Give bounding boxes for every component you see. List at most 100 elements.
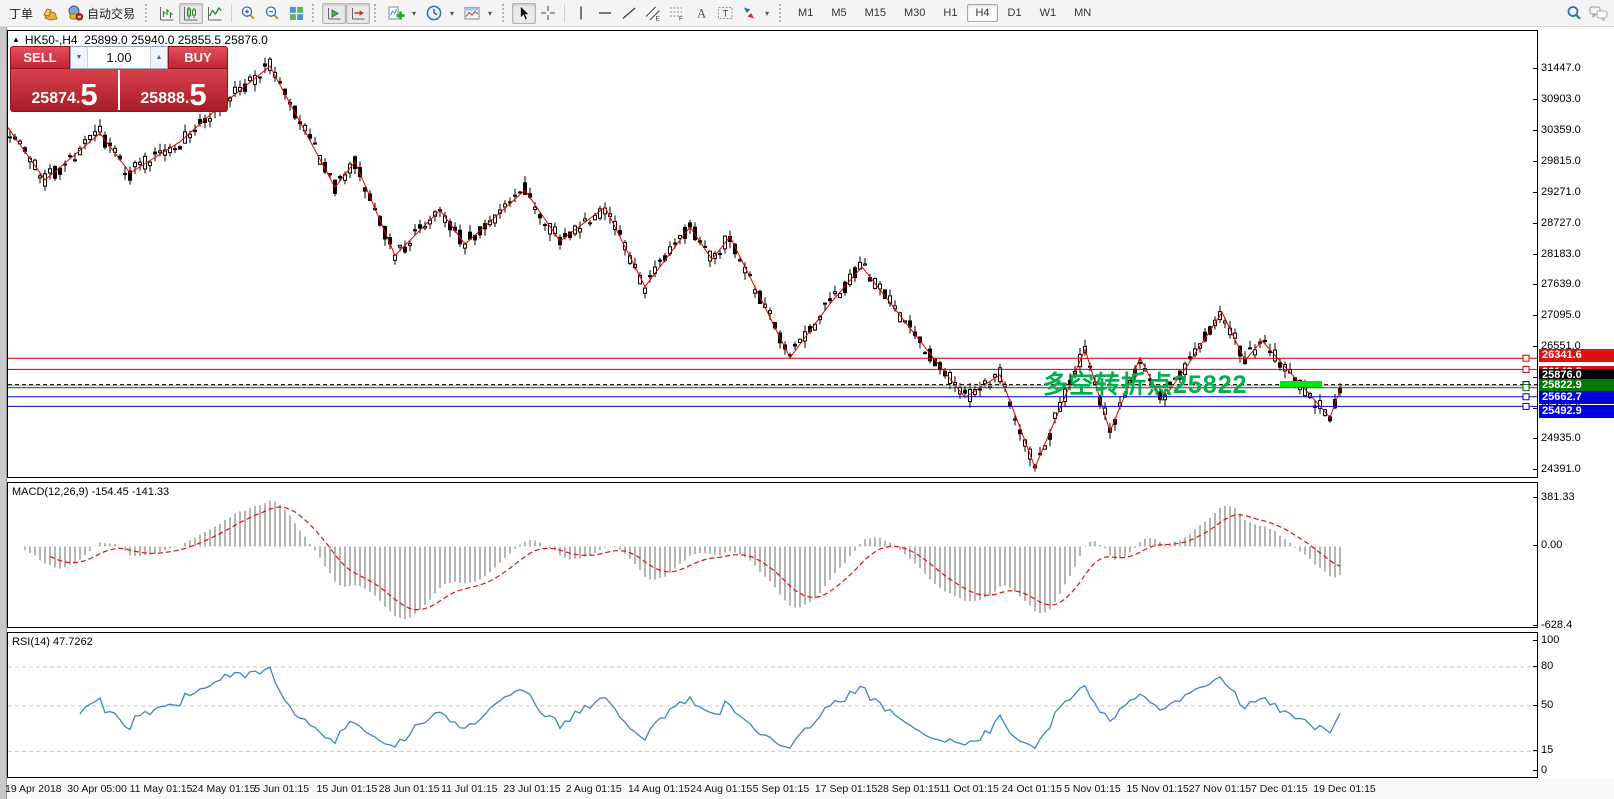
timeframe-m1[interactable]: M1 (790, 4, 821, 22)
orders-button[interactable]: 丁单 (3, 3, 39, 24)
level-handle[interactable] (1522, 384, 1530, 392)
toolbar-grip (779, 4, 783, 22)
vertical-line-icon[interactable] (569, 3, 593, 24)
cursor-icon[interactable] (512, 2, 537, 24)
svg-text:A: A (697, 7, 706, 21)
zigzag-line[interactable] (8, 65, 1343, 469)
bar-chart-icon[interactable] (155, 3, 179, 24)
date-axis-label: 27 Nov 01:15 (1188, 783, 1252, 795)
level-handle[interactable] (1522, 402, 1530, 410)
text-icon[interactable]: A (689, 3, 713, 24)
rsi-chart[interactable] (8, 633, 1537, 777)
symbol-period: HK50-,H4 (24, 33, 78, 47)
highlight-bar[interactable] (1280, 381, 1322, 387)
date-axis-label: 11 Jul 01:15 (441, 783, 498, 795)
date-axis-label: 28 Sep 01:15 (877, 783, 940, 795)
volume-value[interactable]: 1.00 (106, 50, 132, 65)
crosshair-icon[interactable] (536, 3, 560, 24)
date-axis-label: 5 Sep 01:15 (752, 783, 810, 795)
price-tick-mark (1533, 315, 1538, 317)
zoom-out-icon[interactable] (260, 3, 284, 24)
fibonacci-icon[interactable]: F (665, 3, 689, 24)
volume-decrease-button[interactable]: ▼ (71, 47, 88, 68)
periods-dropdown[interactable]: ▾ (446, 3, 458, 24)
price-tick-mark (1533, 284, 1538, 286)
timeframe-m5[interactable]: M5 (823, 4, 854, 22)
sell-button[interactable]: SELL (10, 46, 70, 69)
level-handle[interactable] (1522, 354, 1530, 362)
orders-button-label: 丁单 (9, 6, 34, 21)
tile-windows-icon[interactable] (284, 3, 308, 24)
one-click-trading-panel: SELL ▼ 1.00 ▲ BUY 25874. 5 25888. 5 (10, 46, 228, 112)
price-tick-mark (1533, 469, 1538, 470)
equidistant-channel-icon[interactable]: E (641, 3, 665, 24)
new-order-icon[interactable] (39, 3, 63, 24)
macd-pane[interactable]: MACD(12,26,9) -154.45 -141.33 (7, 482, 1538, 628)
price-axis-label: 27095.0 (1541, 309, 1581, 322)
date-axis-label: 23 Jul 01:15 (503, 783, 561, 795)
arrows-dropdown[interactable]: ▾ (761, 3, 773, 24)
price-axis-label: 30359.0 (1541, 123, 1581, 136)
price-tick-mark (1533, 191, 1538, 193)
timeframe-h1[interactable]: H1 (935, 4, 965, 22)
level-handle[interactable] (1522, 393, 1530, 401)
macd-axis-label: 381.33 (1541, 491, 1575, 503)
rsi-pane[interactable]: RSI(14) 47.7262 (7, 632, 1538, 778)
toolbar-grip (145, 4, 149, 22)
autotrade-button[interactable]: 自动交易 (63, 3, 141, 24)
arrows-icon[interactable] (737, 3, 761, 24)
timeframe-m30[interactable]: M30 (896, 4, 933, 22)
trendline-icon[interactable] (617, 3, 641, 24)
rsi-tick-mark (1533, 769, 1538, 771)
timeframe-m15[interactable]: M15 (857, 4, 894, 22)
rsi-tick-mark (1533, 665, 1538, 667)
search-icon[interactable] (1562, 3, 1586, 24)
sell-price[interactable]: 25874. 5 (31, 76, 98, 112)
volume-stepper: ▼ 1.00 ▲ (70, 46, 168, 69)
indicators-dropdown[interactable]: ▾ (408, 3, 420, 24)
timeframe-mn[interactable]: MN (1066, 4, 1099, 22)
date-axis-label: 28 Jun 01:15 (378, 783, 440, 795)
date-axis-label: 11 May 01:15 (129, 783, 193, 795)
date-axis-label: 5 Jun 01:15 (254, 783, 310, 795)
timeframe-d1[interactable]: D1 (1000, 4, 1030, 22)
periods-icon[interactable] (422, 3, 446, 24)
time-axis[interactable] (7, 778, 1614, 799)
collapse-triangle-icon[interactable]: ▲ (12, 35, 20, 44)
timeframe-h4[interactable]: H4 (967, 4, 998, 22)
candles (8, 57, 1342, 472)
indicators-icon[interactable] (384, 3, 408, 24)
price-tick-mark (1533, 346, 1538, 348)
line-chart-icon[interactable] (203, 3, 227, 24)
candlestick-chart-icon[interactable] (179, 2, 204, 24)
chat-icon[interactable] (1586, 3, 1611, 24)
date-axis-label: 17 Sep 01:15 (814, 783, 878, 795)
price-axis-label: 28727.0 (1541, 216, 1581, 229)
level-handle[interactable] (1522, 365, 1530, 373)
price-axis-label: 28183.0 (1541, 247, 1581, 260)
price-tick-mark (1533, 408, 1538, 410)
horizontal-line-icon[interactable] (593, 3, 617, 24)
timeframe-w1[interactable]: W1 (1032, 4, 1065, 22)
toolbar-grip (312, 4, 316, 22)
text-label-icon[interactable]: T (713, 3, 737, 24)
buy-price[interactable]: 25888. 5 (140, 76, 207, 112)
price-divider (118, 70, 120, 110)
templates-icon[interactable] (460, 3, 484, 24)
buy-button[interactable]: BUY (168, 46, 228, 69)
candlestick-chart[interactable] (8, 31, 1537, 477)
templates-dropdown[interactable]: ▾ (484, 3, 496, 24)
toolbar: 丁单 自动交易 ▾ ▾ ▾ E F A T ▾ M1 M5 M15 M30 H1 H4 D1 W1 MN (0, 0, 1614, 27)
zoom-in-icon[interactable] (236, 3, 260, 24)
macd-histogram (24, 500, 1341, 620)
toolbar-separator (231, 4, 233, 22)
macd-chart[interactable] (8, 483, 1537, 627)
chart-text-annotation[interactable]: 多空转折点25822 (1043, 371, 1248, 399)
volume-increase-button[interactable]: ▲ (150, 47, 167, 68)
date-axis-label: 11 Oct 01:15 (939, 783, 999, 795)
date-axis-label: 19 Dec 01:15 (1313, 783, 1376, 795)
chart-shift-icon[interactable] (346, 2, 371, 24)
price-chart-pane[interactable] (7, 30, 1538, 478)
auto-scroll-icon[interactable] (322, 2, 347, 24)
